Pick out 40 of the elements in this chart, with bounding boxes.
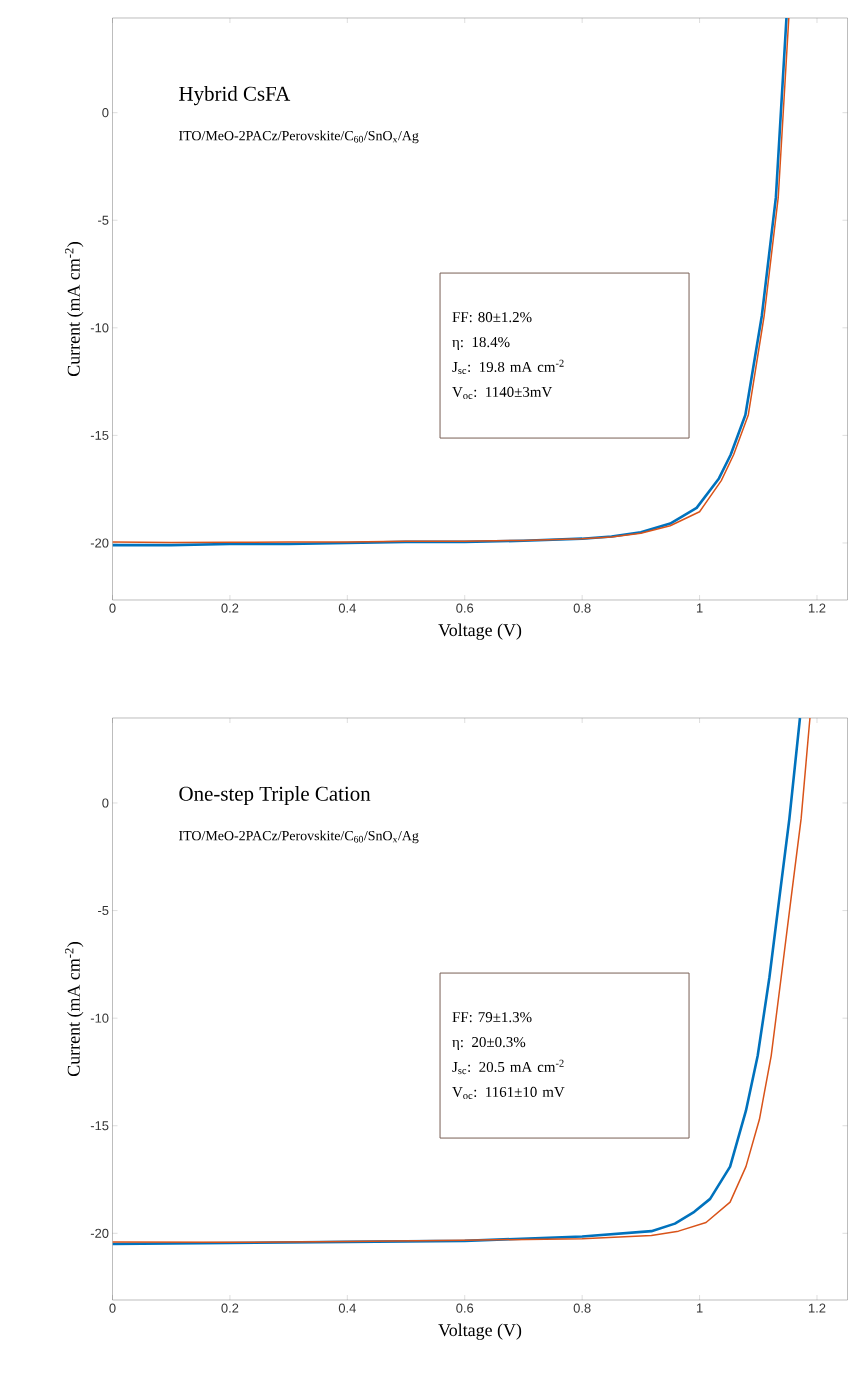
x-tick-label: 1.2 (808, 1303, 826, 1313)
x-axis-title: Voltage (V) (438, 623, 522, 640)
x-tick-label: 1 (696, 603, 703, 613)
x-tick-label: 0.8 (573, 1303, 591, 1313)
annotation: FF: 80±1.2% (452, 312, 532, 323)
x-tick-label: 1.2 (808, 603, 826, 613)
y-tick-label: -10 (90, 323, 109, 333)
annotation: η: 18.4% (452, 336, 510, 351)
annotation: FF: 79±1.3% (452, 1012, 532, 1023)
y-tick-label: -20 (90, 538, 109, 548)
y-tick-label: -15 (90, 430, 109, 440)
text: ITO/MeO-2PACz/Perovskite/C$_{60}$/SnO$_{x}$/Ag (179, 130, 419, 144)
annotation: J$_{sc}$: 20.5 mA cm$^{-2}$ (452, 1059, 564, 1075)
y-tick-label: -20 (90, 1228, 109, 1238)
y-tick-label: 0 (102, 108, 109, 118)
y-axis-title: Current (mA cm$^{-2}$) (65, 242, 84, 376)
annotation: V$_{oc}$: 1161±10 mV (452, 1086, 565, 1100)
text: ITO/MeO-2PACz/Perovskite/C$_{60}$/SnO$_{x}$/Ag (179, 830, 419, 844)
x-tick-label: 0.4 (338, 603, 356, 613)
y-tick-label: 0 (102, 798, 109, 808)
y-tick-label: -10 (90, 1013, 109, 1023)
x-tick-label: 0 (109, 603, 116, 613)
y-axis-title: Current (mA cm$^{-2}$) (65, 942, 84, 1076)
y-tick-label: -5 (98, 215, 109, 225)
x-tick-label: 0 (109, 1303, 116, 1313)
x-tick-label: 0.2 (221, 1303, 239, 1313)
annotation: η: 20±0.3% (452, 1036, 526, 1051)
x-tick-label: 0.6 (456, 603, 474, 613)
annotation: V$_{oc}$: 1140±3mV (452, 386, 553, 400)
annotation: J$_{sc}$: 19.8 mA cm$^{-2}$ (452, 359, 564, 375)
x-tick-label: 0.8 (573, 603, 591, 613)
x-tick-label: 1 (696, 1303, 703, 1313)
text: One-step Triple Cation (179, 786, 371, 806)
x-tick-label: 0.6 (456, 1303, 474, 1313)
x-axis-title: Voltage (V) (438, 1323, 522, 1340)
x-tick-label: 0.4 (338, 1303, 356, 1313)
y-tick-label: -5 (98, 906, 109, 916)
y-tick-label: -15 (90, 1121, 109, 1131)
x-tick-label: 0.2 (221, 603, 239, 613)
text: Hybrid CsFA (179, 86, 291, 106)
